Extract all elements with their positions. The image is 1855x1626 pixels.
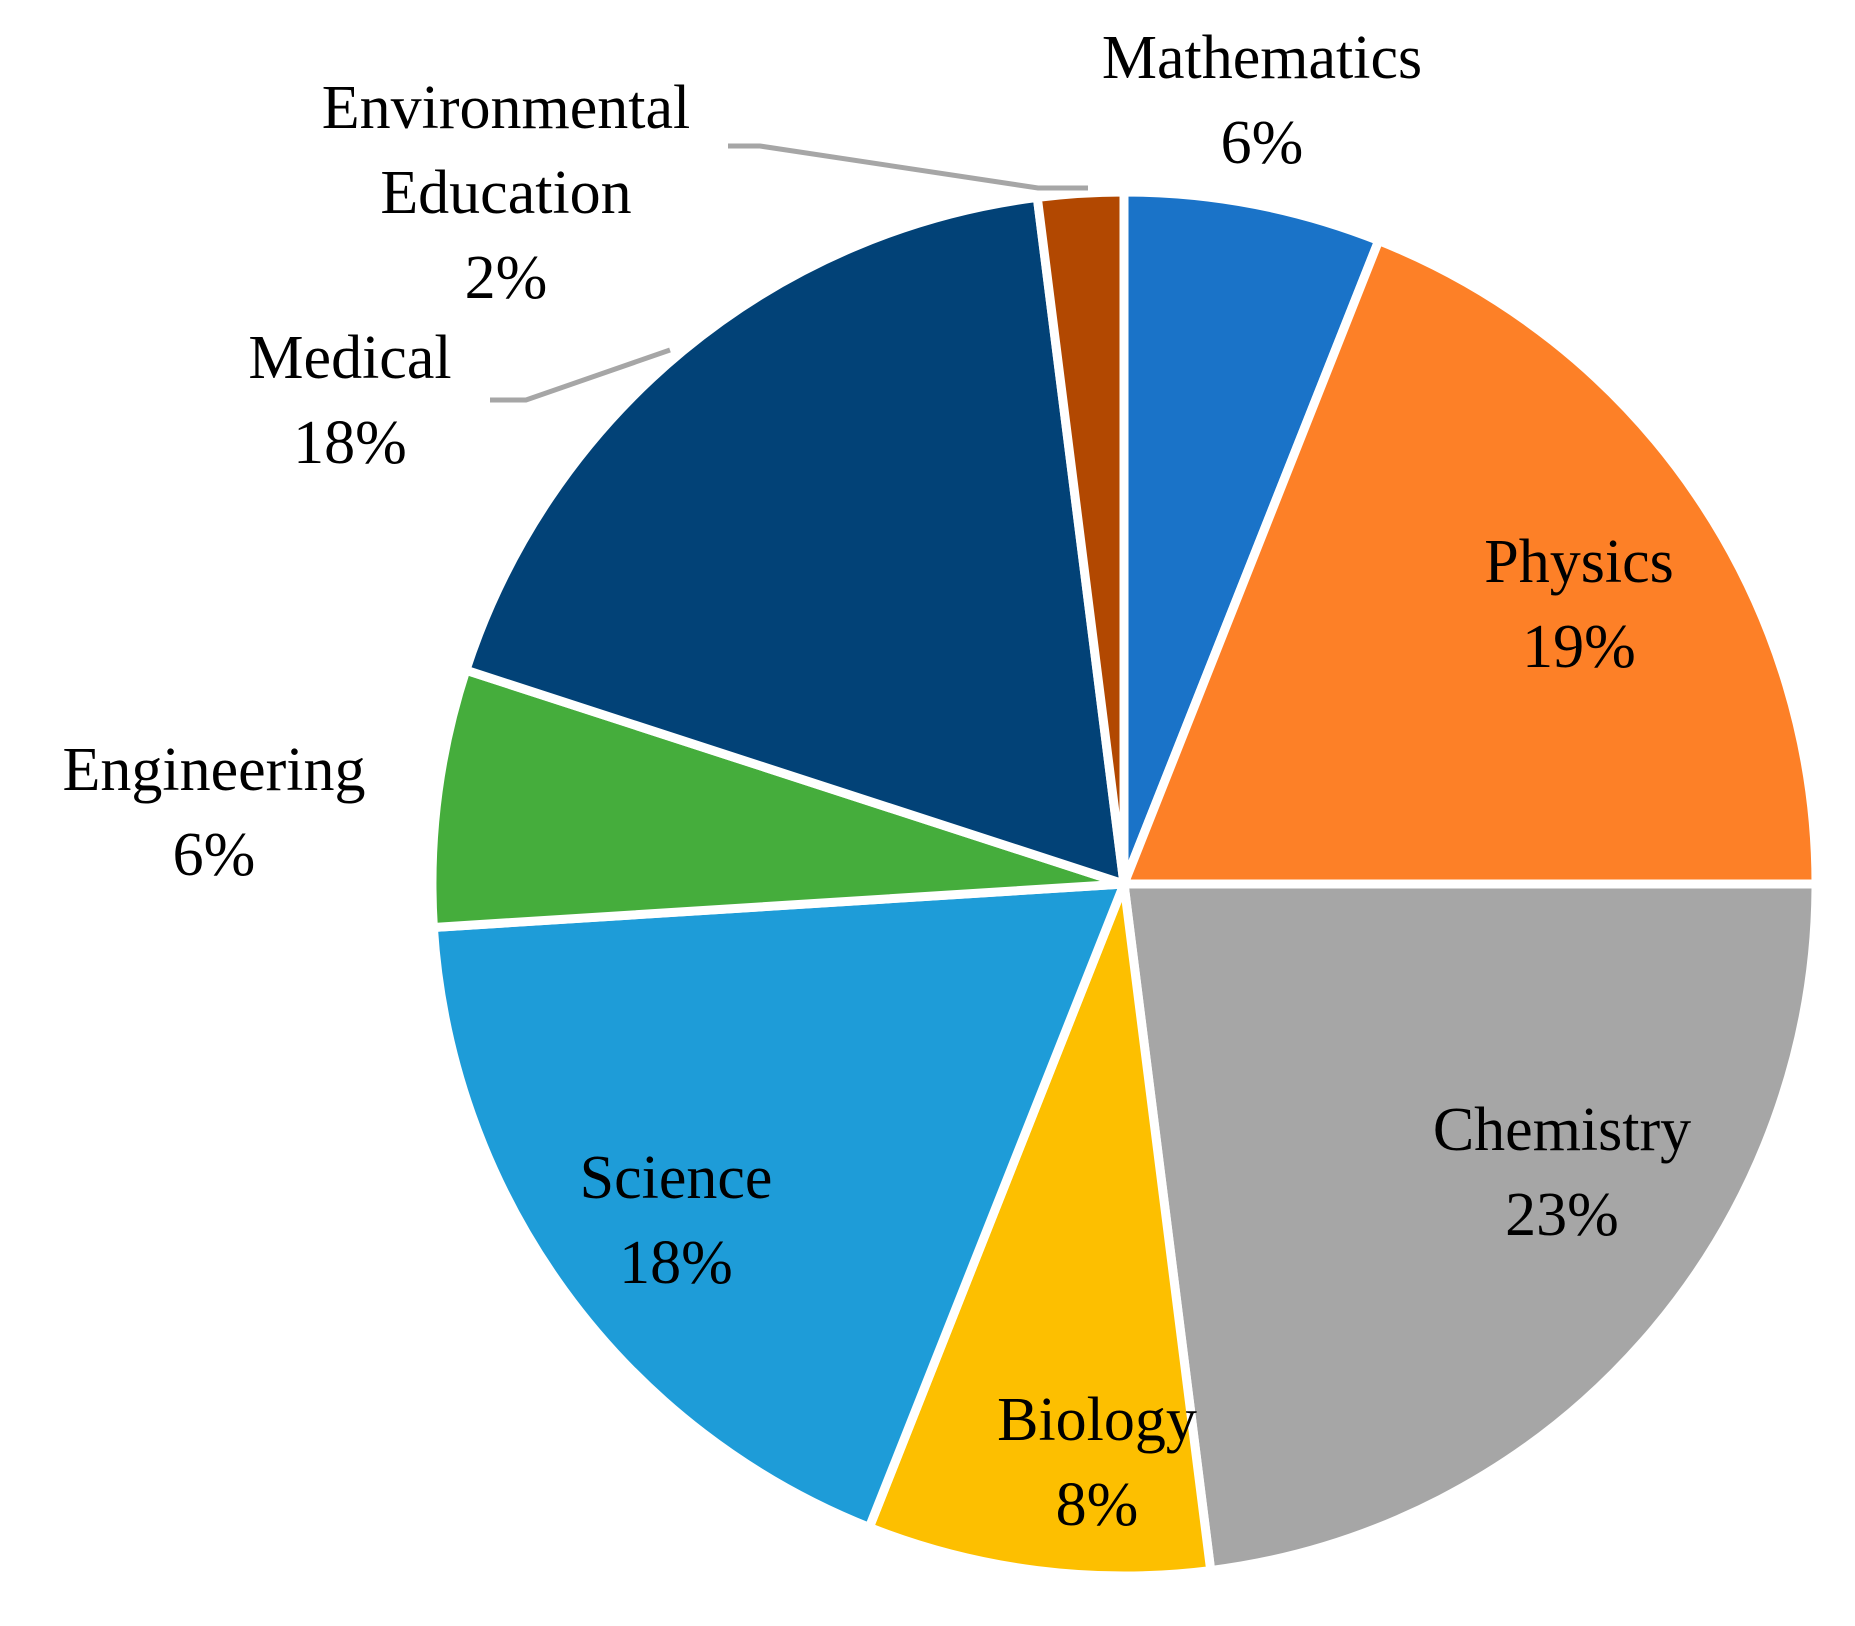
slice-name: Engineering bbox=[62, 736, 365, 804]
pie-slice-chemistry bbox=[1118, 879, 1821, 1576]
slice-percent: 8% bbox=[1056, 1471, 1139, 1539]
slice-label-engineering: Engineering 6% bbox=[62, 736, 365, 889]
leader-lines bbox=[490, 143, 1088, 403]
slice-label-physics: Physics 19% bbox=[1484, 528, 1673, 681]
slice-name: Physics bbox=[1484, 528, 1673, 596]
slice-label-science: Science 18% bbox=[580, 1144, 773, 1297]
slice-percent: 23% bbox=[1505, 1181, 1619, 1249]
slice-percent: 18% bbox=[293, 409, 407, 477]
leader-line-environmental-education bbox=[728, 143, 1088, 191]
pie-slices bbox=[427, 187, 1821, 1581]
slice-name: Biology bbox=[997, 1386, 1197, 1454]
pie-slice-science bbox=[428, 879, 1131, 1534]
slice-percent: 6% bbox=[1221, 109, 1304, 177]
slice-name: Science bbox=[580, 1144, 773, 1212]
slice-name: Medical bbox=[248, 324, 451, 392]
pie-slice-physics bbox=[1117, 234, 1821, 889]
pie-slice-medical bbox=[460, 192, 1130, 891]
pie-slice-environmental-education bbox=[1032, 187, 1129, 885]
slice-label-medical: Medical 18% bbox=[248, 324, 451, 477]
slice-label-environmental-education: Environmental Education 2% bbox=[322, 74, 690, 312]
pie-slice-engineering bbox=[427, 664, 1126, 933]
slice-percent: 19% bbox=[1522, 613, 1636, 681]
pie-slice-biology bbox=[863, 882, 1216, 1581]
slice-name: Chemistry bbox=[1433, 1096, 1691, 1164]
slice-percent: 18% bbox=[619, 1229, 733, 1297]
slice-name: Education bbox=[380, 159, 631, 227]
slice-percent: 2% bbox=[465, 244, 548, 312]
slice-percent: 6% bbox=[173, 821, 256, 889]
slice-label-mathematics: Mathematics 6% bbox=[1102, 24, 1422, 177]
slice-labels: Mathematics 6% Physics 19% Chemistry 23% Biolo… bbox=[62, 24, 1691, 1539]
slice-label-biology: Biology 8% bbox=[997, 1386, 1197, 1539]
slice-label-chemistry: Chemistry 23% bbox=[1433, 1096, 1691, 1249]
slice-name: Environmental bbox=[322, 74, 690, 142]
leader-line-medical bbox=[490, 347, 671, 403]
slice-name: Mathematics bbox=[1102, 24, 1422, 92]
